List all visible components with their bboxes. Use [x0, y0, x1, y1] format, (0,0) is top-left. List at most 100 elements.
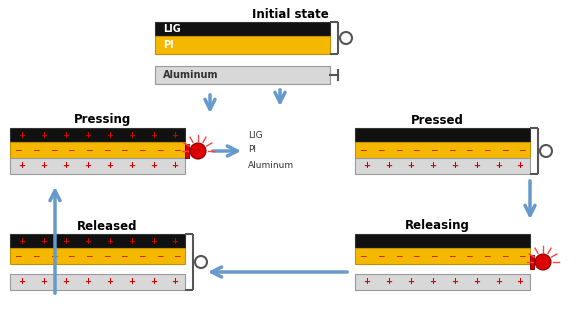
Text: −: −	[85, 146, 92, 154]
Bar	[10, 158, 185, 174]
Bar	[355, 274, 530, 290]
Bar	[355, 128, 530, 142]
Text: +: +	[429, 162, 436, 170]
Text: +: +	[128, 237, 135, 245]
Circle shape	[190, 143, 206, 159]
Text: −: −	[519, 251, 525, 261]
Text: −: −	[32, 146, 39, 154]
Text: +: +	[473, 162, 480, 170]
Text: −: −	[155, 146, 163, 154]
Text: +: +	[84, 162, 91, 170]
Text: +: +	[385, 162, 392, 170]
Text: Aluminum: Aluminum	[163, 70, 219, 80]
Text: +: +	[19, 237, 26, 245]
Text: +: +	[41, 130, 48, 140]
Text: LIG: LIG	[163, 24, 181, 34]
Text: +: +	[517, 162, 524, 170]
Text: −: −	[67, 251, 75, 261]
Text: −: −	[155, 251, 163, 261]
Text: +: +	[473, 278, 480, 287]
Text: +: +	[451, 278, 458, 287]
Bar	[355, 234, 530, 248]
Text: +: +	[106, 237, 113, 245]
Bar	[10, 274, 185, 290]
Text: −: −	[103, 251, 110, 261]
Text: −: −	[377, 251, 385, 261]
Text: +: +	[150, 237, 157, 245]
Text: +: +	[19, 162, 26, 170]
Text: PI: PI	[248, 146, 256, 154]
Text: Released: Released	[77, 220, 138, 232]
Text: +: +	[41, 278, 48, 287]
Text: −: −	[138, 146, 146, 154]
Text: +: +	[62, 278, 69, 287]
Text: +: +	[150, 162, 157, 170]
Text: +: +	[62, 130, 69, 140]
Text: Pressed: Pressed	[411, 113, 464, 127]
Text: +: +	[106, 162, 113, 170]
Text: Pressing: Pressing	[74, 113, 131, 127]
Text: −: −	[49, 251, 57, 261]
Text: +: +	[84, 237, 91, 245]
Text: +: +	[364, 162, 371, 170]
Text: −: −	[501, 251, 508, 261]
Bar	[185, 144, 189, 158]
Text: −: −	[412, 251, 420, 261]
Text: −: −	[359, 146, 367, 154]
Text: −: −	[67, 146, 75, 154]
Text: Aluminum: Aluminum	[248, 162, 294, 170]
Text: −: −	[465, 146, 473, 154]
Text: +: +	[106, 278, 113, 287]
Text: +: +	[517, 278, 524, 287]
Text: −: −	[394, 146, 402, 154]
Bar	[155, 66, 330, 84]
Text: +: +	[495, 278, 502, 287]
Text: −: −	[430, 251, 437, 261]
Text: −: −	[14, 146, 22, 154]
Text: −: −	[483, 146, 491, 154]
Text: +: +	[172, 162, 179, 170]
Text: +: +	[385, 278, 392, 287]
Text: −: −	[32, 251, 39, 261]
Text: −: −	[49, 146, 57, 154]
Text: +: +	[407, 278, 414, 287]
Text: +: +	[451, 162, 458, 170]
Text: −: −	[465, 251, 473, 261]
Bar	[355, 142, 530, 158]
Text: −: −	[103, 146, 110, 154]
Text: +: +	[429, 278, 436, 287]
Text: −: −	[173, 251, 181, 261]
Text: +: +	[172, 278, 179, 287]
Text: Releasing: Releasing	[405, 220, 470, 232]
Text: −: −	[448, 146, 455, 154]
Text: −: −	[120, 251, 128, 261]
Text: −: −	[85, 251, 92, 261]
Text: +: +	[172, 130, 179, 140]
Text: Initial state: Initial state	[252, 8, 328, 20]
Text: +: +	[106, 130, 113, 140]
Text: +: +	[62, 237, 69, 245]
Text: −: −	[14, 251, 22, 261]
Bar	[155, 22, 330, 36]
Text: −: −	[394, 251, 402, 261]
Text: −: −	[501, 146, 508, 154]
Text: −: −	[138, 251, 146, 261]
Text: +: +	[128, 130, 135, 140]
Bar	[355, 158, 530, 174]
Text: −: −	[448, 251, 455, 261]
Bar	[355, 248, 530, 264]
Text: +: +	[19, 278, 26, 287]
Text: −: −	[519, 146, 525, 154]
Text: −: −	[483, 251, 491, 261]
Text: −: −	[377, 146, 385, 154]
Text: +: +	[407, 162, 414, 170]
Text: +: +	[128, 162, 135, 170]
Bar	[10, 234, 185, 248]
Text: +: +	[150, 130, 157, 140]
Text: +: +	[41, 162, 48, 170]
Text: +: +	[41, 237, 48, 245]
Text: +: +	[19, 130, 26, 140]
Bar	[530, 255, 534, 269]
Text: PI: PI	[163, 40, 173, 50]
Text: +: +	[495, 162, 502, 170]
